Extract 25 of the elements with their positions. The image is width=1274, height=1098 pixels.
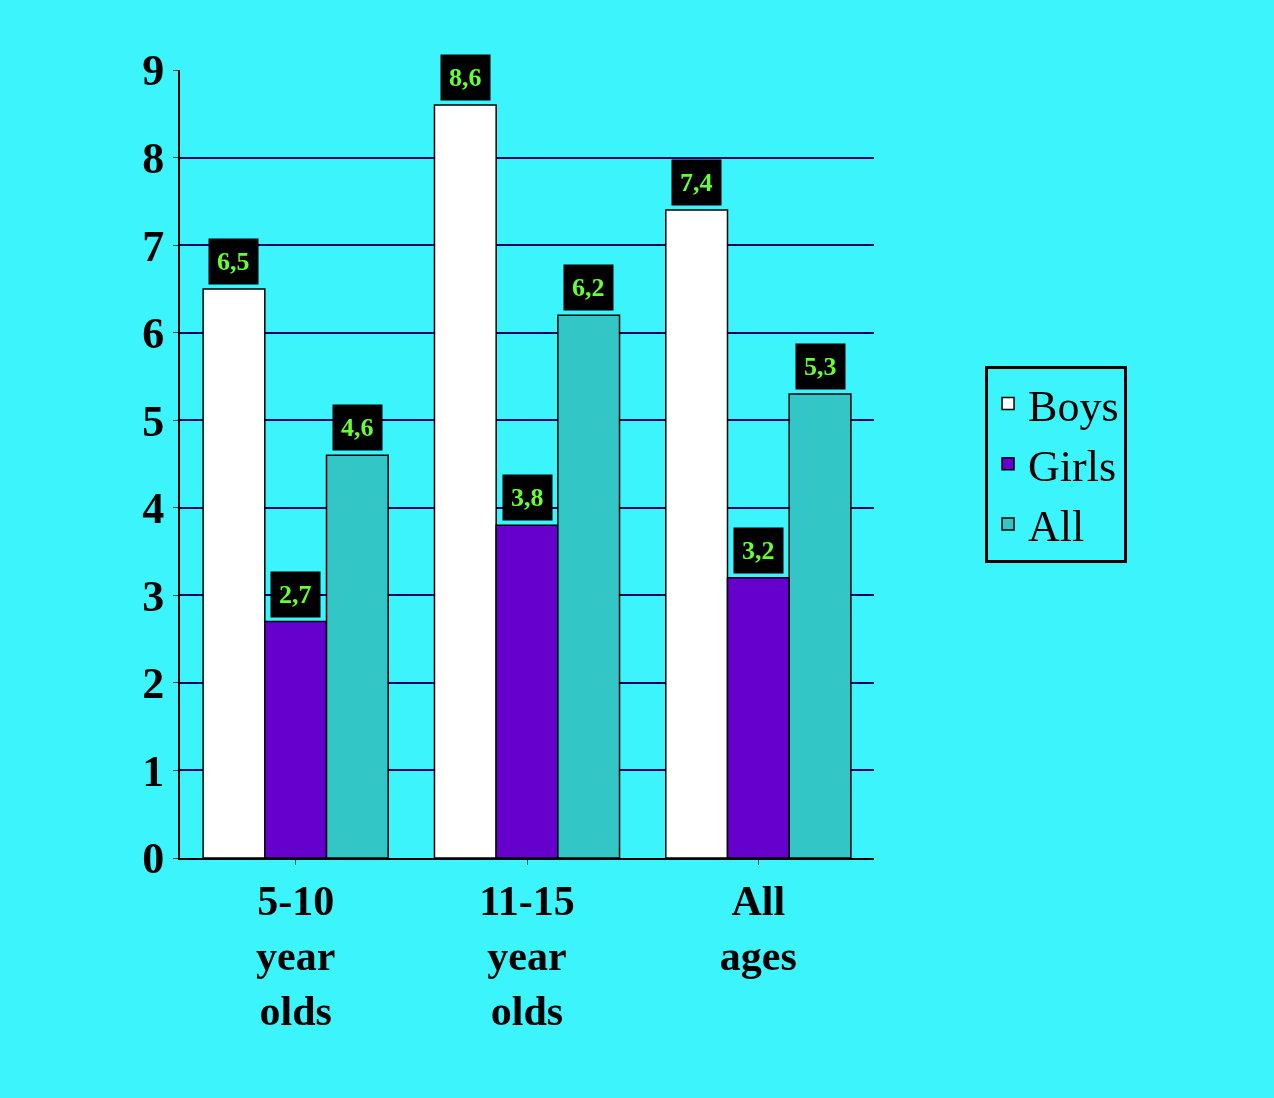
legend-label: Boys bbox=[1028, 381, 1119, 431]
data-label: 2,7 bbox=[279, 580, 312, 609]
y-tick-label: 4 bbox=[142, 484, 165, 534]
data-label: 5,3 bbox=[804, 352, 837, 381]
y-tick-label: 5 bbox=[142, 396, 165, 446]
y-tick-label: 1 bbox=[142, 746, 165, 796]
data-label: 6,5 bbox=[217, 247, 250, 276]
x-tick-label: 11-15 year olds bbox=[479, 878, 575, 1034]
x-tick-label: All ages bbox=[719, 878, 797, 979]
legend-label: All bbox=[1028, 502, 1085, 552]
data-label: 8,6 bbox=[449, 63, 482, 92]
y-tick-label: 7 bbox=[142, 221, 165, 271]
data-label: 6,2 bbox=[572, 273, 605, 302]
y-tick-label: 6 bbox=[142, 309, 165, 359]
data-label: 3,2 bbox=[742, 536, 775, 565]
x-tick-label: 5-10 year olds bbox=[256, 878, 336, 1034]
y-tick-label: 2 bbox=[142, 659, 165, 709]
data-label: 3,8 bbox=[511, 483, 544, 512]
y-tick-label: 0 bbox=[142, 834, 165, 884]
data-label: 7,4 bbox=[680, 168, 713, 197]
legend-label: Girls bbox=[1028, 441, 1117, 491]
y-tick-label: 9 bbox=[142, 46, 165, 96]
y-tick-label: 8 bbox=[142, 133, 165, 183]
y-tick-label: 3 bbox=[142, 571, 165, 621]
data-label: 4,6 bbox=[341, 413, 374, 442]
